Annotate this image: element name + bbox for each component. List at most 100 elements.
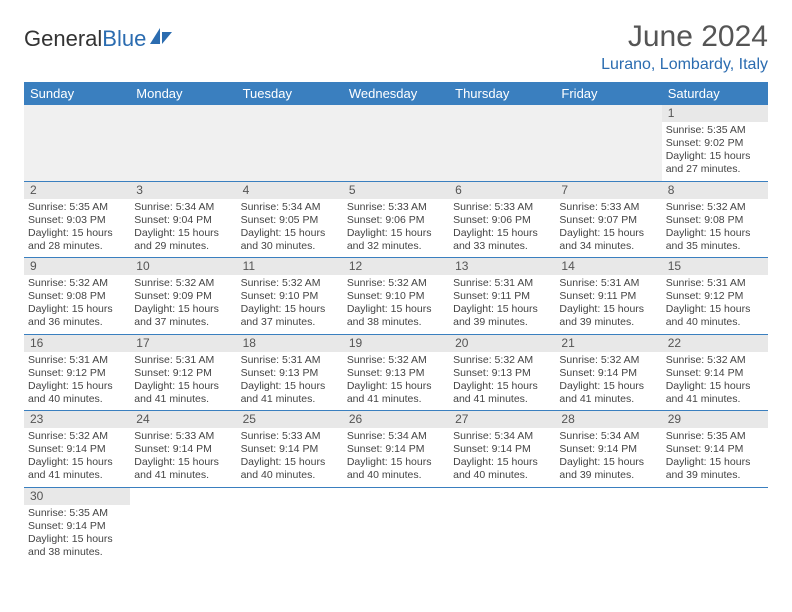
sunset-text: Sunset: 9:06 PM <box>453 214 551 227</box>
calendar-row: 23Sunrise: 5:32 AMSunset: 9:14 PMDayligh… <box>24 411 768 488</box>
empty-cell <box>24 105 130 181</box>
day-cell: 15Sunrise: 5:31 AMSunset: 9:12 PMDayligh… <box>662 258 768 335</box>
sunset-text: Sunset: 9:02 PM <box>666 137 764 150</box>
sunrise-text: Sunrise: 5:32 AM <box>28 430 126 443</box>
day-cell: 5Sunrise: 5:33 AMSunset: 9:06 PMDaylight… <box>343 181 449 258</box>
sunset-text: Sunset: 9:14 PM <box>28 520 126 533</box>
day-cell: 11Sunrise: 5:32 AMSunset: 9:10 PMDayligh… <box>237 258 343 335</box>
daylight-text: Daylight: 15 hours and 35 minutes. <box>666 227 764 253</box>
daylight-text: Daylight: 15 hours and 38 minutes. <box>347 303 445 329</box>
day-number: 1 <box>662 105 768 122</box>
daylight-text: Daylight: 15 hours and 37 minutes. <box>134 303 232 329</box>
weekday-header: Sunday <box>24 82 130 105</box>
month-title: June 2024 <box>601 20 768 54</box>
day-number: 15 <box>662 258 768 275</box>
day-number: 26 <box>343 411 449 428</box>
sunrise-text: Sunrise: 5:35 AM <box>28 507 126 520</box>
day-cell: 21Sunrise: 5:32 AMSunset: 9:14 PMDayligh… <box>555 334 661 411</box>
day-cell: 6Sunrise: 5:33 AMSunset: 9:06 PMDaylight… <box>449 181 555 258</box>
weekday-header: Friday <box>555 82 661 105</box>
sunset-text: Sunset: 9:14 PM <box>347 443 445 456</box>
sunset-text: Sunset: 9:14 PM <box>134 443 232 456</box>
sunrise-text: Sunrise: 5:33 AM <box>347 201 445 214</box>
sunrise-text: Sunrise: 5:31 AM <box>134 354 232 367</box>
sunrise-text: Sunrise: 5:32 AM <box>134 277 232 290</box>
sunset-text: Sunset: 9:11 PM <box>559 290 657 303</box>
day-number: 30 <box>24 488 130 505</box>
day-number: 22 <box>662 335 768 352</box>
day-number: 5 <box>343 182 449 199</box>
empty-cell <box>449 105 555 181</box>
empty-cell <box>130 105 236 181</box>
sail-icon <box>148 26 174 52</box>
sunset-text: Sunset: 9:13 PM <box>347 367 445 380</box>
sunset-text: Sunset: 9:12 PM <box>28 367 126 380</box>
empty-cell <box>343 105 449 181</box>
sunset-text: Sunset: 9:14 PM <box>666 443 764 456</box>
sunrise-text: Sunrise: 5:32 AM <box>666 354 764 367</box>
daylight-text: Daylight: 15 hours and 41 minutes. <box>28 456 126 482</box>
empty-cell <box>662 487 768 563</box>
day-number: 4 <box>237 182 343 199</box>
daylight-text: Daylight: 15 hours and 40 minutes. <box>347 456 445 482</box>
daylight-text: Daylight: 15 hours and 28 minutes. <box>28 227 126 253</box>
sunrise-text: Sunrise: 5:31 AM <box>28 354 126 367</box>
sunrise-text: Sunrise: 5:32 AM <box>453 354 551 367</box>
weekday-header: Tuesday <box>237 82 343 105</box>
daylight-text: Daylight: 15 hours and 39 minutes. <box>666 456 764 482</box>
weekday-header: Wednesday <box>343 82 449 105</box>
day-cell: 25Sunrise: 5:33 AMSunset: 9:14 PMDayligh… <box>237 411 343 488</box>
day-cell: 19Sunrise: 5:32 AMSunset: 9:13 PMDayligh… <box>343 334 449 411</box>
daylight-text: Daylight: 15 hours and 41 minutes. <box>134 380 232 406</box>
day-cell: 12Sunrise: 5:32 AMSunset: 9:10 PMDayligh… <box>343 258 449 335</box>
day-cell: 18Sunrise: 5:31 AMSunset: 9:13 PMDayligh… <box>237 334 343 411</box>
weekday-header: Saturday <box>662 82 768 105</box>
logo-text-1: General <box>24 26 102 52</box>
day-cell: 29Sunrise: 5:35 AMSunset: 9:14 PMDayligh… <box>662 411 768 488</box>
sunrise-text: Sunrise: 5:33 AM <box>559 201 657 214</box>
sunrise-text: Sunrise: 5:31 AM <box>453 277 551 290</box>
empty-cell <box>555 105 661 181</box>
daylight-text: Daylight: 15 hours and 34 minutes. <box>559 227 657 253</box>
calendar-row: 16Sunrise: 5:31 AMSunset: 9:12 PMDayligh… <box>24 334 768 411</box>
sunset-text: Sunset: 9:08 PM <box>666 214 764 227</box>
day-number: 19 <box>343 335 449 352</box>
day-number: 13 <box>449 258 555 275</box>
sunset-text: Sunset: 9:14 PM <box>559 443 657 456</box>
daylight-text: Daylight: 15 hours and 41 minutes. <box>559 380 657 406</box>
day-cell: 14Sunrise: 5:31 AMSunset: 9:11 PMDayligh… <box>555 258 661 335</box>
sunset-text: Sunset: 9:11 PM <box>453 290 551 303</box>
calendar-row: 30Sunrise: 5:35 AMSunset: 9:14 PMDayligh… <box>24 487 768 563</box>
sunset-text: Sunset: 9:10 PM <box>241 290 339 303</box>
day-cell: 10Sunrise: 5:32 AMSunset: 9:09 PMDayligh… <box>130 258 236 335</box>
day-number: 2 <box>24 182 130 199</box>
empty-cell <box>237 487 343 563</box>
sunrise-text: Sunrise: 5:34 AM <box>134 201 232 214</box>
sunrise-text: Sunrise: 5:35 AM <box>28 201 126 214</box>
day-number: 6 <box>449 182 555 199</box>
sunset-text: Sunset: 9:13 PM <box>453 367 551 380</box>
daylight-text: Daylight: 15 hours and 41 minutes. <box>453 380 551 406</box>
sunset-text: Sunset: 9:06 PM <box>347 214 445 227</box>
day-number: 18 <box>237 335 343 352</box>
sunrise-text: Sunrise: 5:32 AM <box>241 277 339 290</box>
logo-text-2: Blue <box>102 26 146 52</box>
location-text: Lurano, Lombardy, Italy <box>601 56 768 74</box>
logo: GeneralBlue <box>24 26 174 52</box>
weekday-header: Thursday <box>449 82 555 105</box>
sunset-text: Sunset: 9:08 PM <box>28 290 126 303</box>
daylight-text: Daylight: 15 hours and 39 minutes. <box>453 303 551 329</box>
sunset-text: Sunset: 9:14 PM <box>559 367 657 380</box>
empty-cell <box>237 105 343 181</box>
daylight-text: Daylight: 15 hours and 41 minutes. <box>347 380 445 406</box>
sunrise-text: Sunrise: 5:32 AM <box>28 277 126 290</box>
day-number: 28 <box>555 411 661 428</box>
day-number: 14 <box>555 258 661 275</box>
day-number: 10 <box>130 258 236 275</box>
day-cell: 20Sunrise: 5:32 AMSunset: 9:13 PMDayligh… <box>449 334 555 411</box>
daylight-text: Daylight: 15 hours and 37 minutes. <box>241 303 339 329</box>
empty-cell <box>449 487 555 563</box>
calendar-row: 1Sunrise: 5:35 AMSunset: 9:02 PMDaylight… <box>24 105 768 181</box>
calendar-table: Sunday Monday Tuesday Wednesday Thursday… <box>24 82 768 563</box>
daylight-text: Daylight: 15 hours and 41 minutes. <box>134 456 232 482</box>
